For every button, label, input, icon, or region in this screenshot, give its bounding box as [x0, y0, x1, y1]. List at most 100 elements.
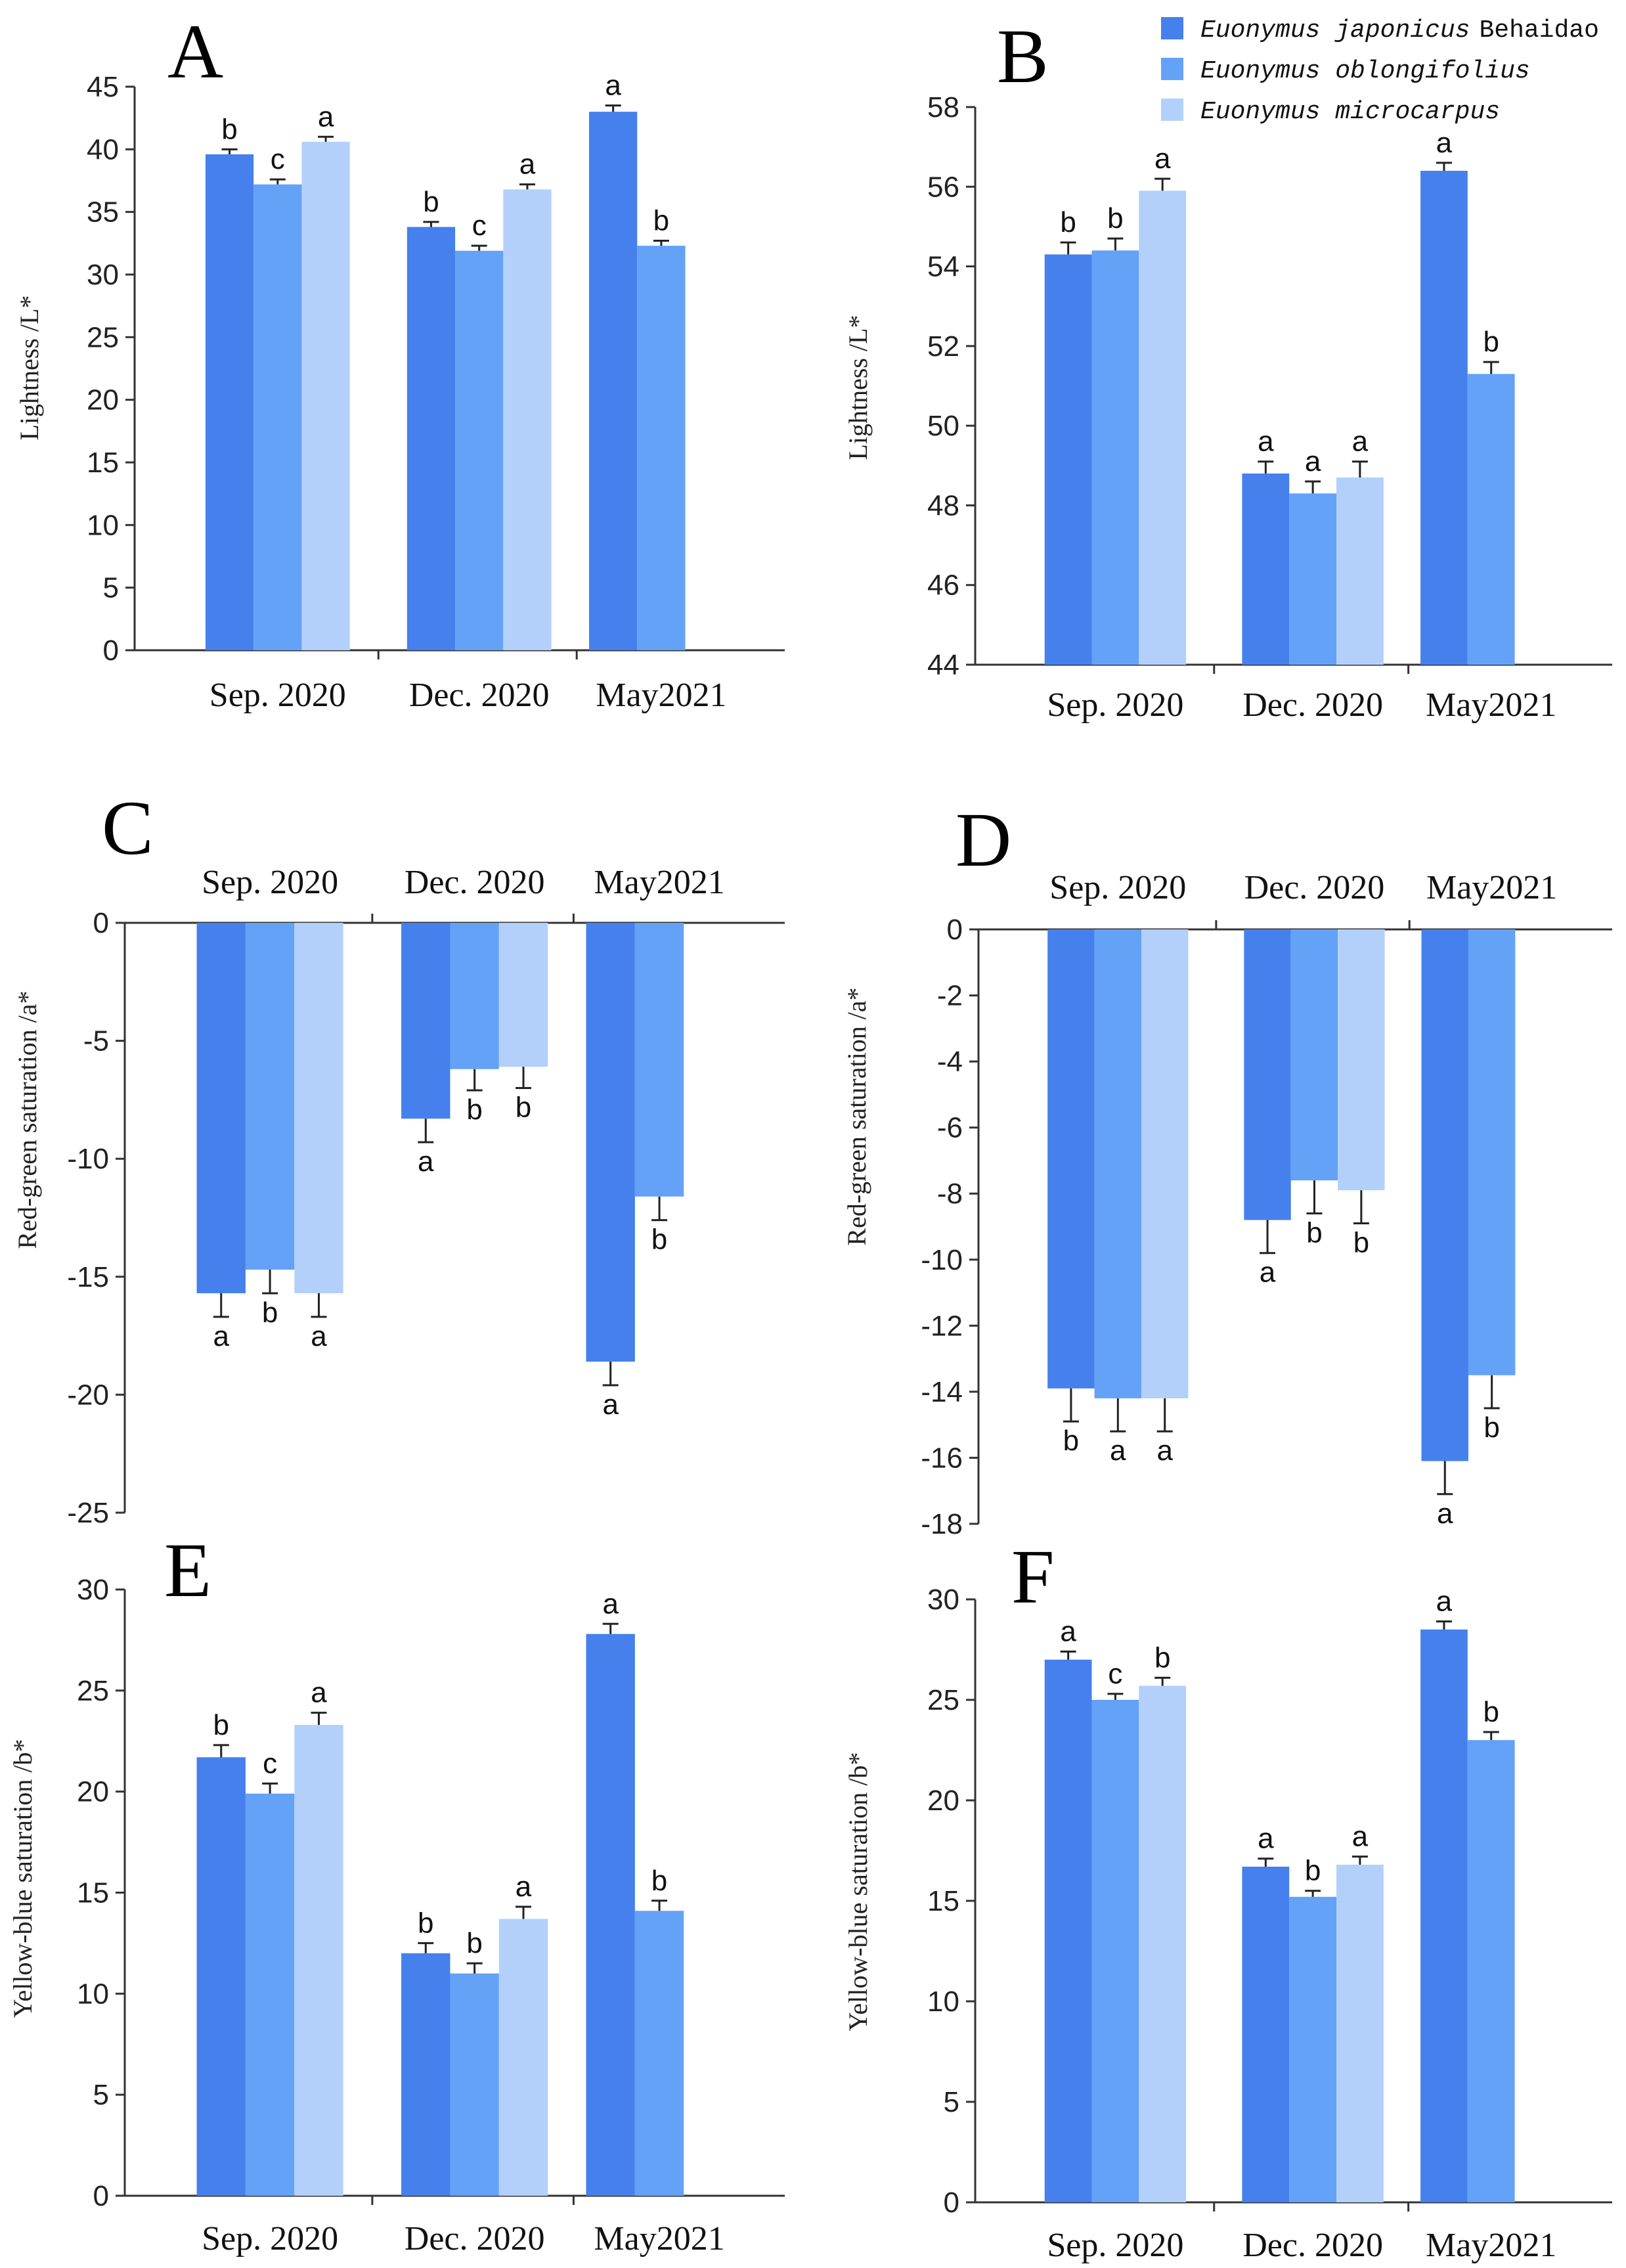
y-tick-label: 5	[944, 2086, 959, 2118]
category-label: May2021	[1426, 686, 1556, 724]
y-tick-label: 0	[93, 2180, 109, 2212]
significance-label: a	[1305, 445, 1321, 478]
significance-label: a	[1258, 1823, 1274, 1855]
panel-letter: C	[102, 785, 154, 871]
significance-label: b	[1483, 1412, 1499, 1444]
y-tick-label: -12	[921, 1310, 963, 1342]
y-tick-label: 52	[927, 330, 959, 363]
bar	[498, 1919, 548, 2196]
y-tick-label: -2	[937, 980, 963, 1012]
bar	[1139, 190, 1187, 665]
bar	[406, 227, 456, 651]
significance-label: a	[605, 70, 621, 102]
category-label: Dec. 2020	[1242, 2227, 1383, 2264]
panel-letter: F	[1011, 1534, 1055, 1620]
category-label: May2021	[594, 2220, 724, 2257]
y-tick-label: 20	[77, 1776, 109, 1808]
bar	[401, 1953, 450, 2196]
significance-label: a	[602, 1389, 619, 1421]
bar	[586, 1634, 635, 2196]
significance-label: a	[1154, 143, 1171, 175]
bar	[1289, 493, 1336, 665]
category-label: Dec. 2020	[405, 2220, 545, 2257]
bar	[196, 923, 246, 1293]
category-label: May2021	[596, 677, 726, 714]
bar	[1336, 477, 1384, 665]
category-label: Dec. 2020	[1242, 686, 1383, 724]
significance-label: a	[1260, 1256, 1276, 1289]
y-tick-label: 0	[944, 2187, 959, 2219]
y-axis-title: Red-green saturation /a*	[842, 987, 871, 1245]
category-label: May2021	[594, 864, 724, 901]
category-label: Sep. 2020	[1047, 686, 1183, 724]
bar	[245, 1793, 295, 2196]
y-tick-label: 10	[927, 1986, 959, 2018]
y-tick-label: -18	[921, 1508, 963, 1540]
y-tick-label: 58	[927, 91, 959, 123]
y-tick-label: 20	[87, 384, 119, 416]
legend-swatch-oblongifolius	[1161, 58, 1183, 80]
bar	[1467, 1740, 1515, 2202]
bar	[450, 923, 499, 1069]
bar	[637, 246, 686, 650]
significance-label: b	[423, 186, 439, 218]
y-tick-label: 0	[947, 914, 963, 946]
significance-label: b	[418, 1907, 433, 1939]
category-label: May2021	[1426, 2227, 1556, 2264]
bar	[1044, 254, 1092, 665]
bar	[589, 112, 638, 651]
bar	[1044, 1659, 1092, 2202]
bar	[1047, 929, 1095, 1389]
y-tick-label: 50	[927, 410, 959, 442]
significance-label: a	[516, 1871, 532, 1903]
significance-label: b	[1483, 1696, 1499, 1728]
significance-label: b	[1305, 1855, 1321, 1887]
y-tick-label: -14	[921, 1376, 963, 1408]
category-label: Dec. 2020	[409, 677, 550, 714]
y-tick-label: 15	[927, 1885, 959, 1917]
significance-label: a	[1110, 1434, 1126, 1467]
bar	[586, 923, 635, 1362]
category-label: Sep. 2020	[1047, 2227, 1183, 2264]
y-tick-label: 5	[93, 2079, 109, 2111]
y-tick-label: -16	[921, 1442, 963, 1474]
y-tick-label: 25	[87, 321, 119, 353]
y-tick-label: 5	[103, 572, 119, 604]
y-tick-label: -20	[67, 1379, 109, 1411]
y-axis-title: Lightness /L*	[14, 295, 44, 440]
significance-label: b	[1353, 1226, 1369, 1258]
bar	[401, 923, 450, 1119]
significance-label: a	[318, 100, 334, 133]
significance-label: a	[602, 1588, 619, 1620]
bar	[1338, 929, 1385, 1191]
y-axis-title: Lightness /L*	[843, 315, 873, 460]
panels-group: A 0 5 10 15 20 25 30 35 40 45 Lightness /L* Sep. 202…	[8, 9, 1612, 2264]
y-tick-label: 15	[87, 447, 119, 479]
y-axis-title: Red-green saturation /a*	[12, 990, 42, 1249]
significance-label: b	[1154, 1641, 1170, 1674]
bar	[498, 923, 548, 1067]
significance-label: a	[1436, 1586, 1453, 1618]
significance-label: b	[262, 1297, 278, 1329]
bar	[253, 184, 302, 651]
bar	[1244, 929, 1291, 1220]
y-tick-label: -15	[67, 1261, 109, 1293]
y-tick-label: 0	[93, 907, 109, 939]
bar	[503, 189, 552, 650]
bar	[1094, 929, 1142, 1398]
significance-label: a	[1258, 426, 1274, 458]
y-axis-title: Yellow-blue saturation /b*	[8, 1739, 37, 2018]
bar	[1091, 250, 1139, 665]
significance-label: a	[418, 1145, 434, 1178]
bar	[1336, 1864, 1384, 2202]
significance-label: a	[1156, 1434, 1173, 1467]
y-tick-label: 10	[87, 509, 119, 541]
bar	[245, 923, 295, 1270]
y-tick-label: 0	[103, 634, 119, 667]
significance-label: b	[1060, 206, 1076, 238]
y-tick-label: -4	[937, 1046, 963, 1078]
bar	[1420, 171, 1468, 665]
y-tick-label: 45	[87, 71, 119, 103]
y-tick-label: 35	[87, 196, 119, 229]
